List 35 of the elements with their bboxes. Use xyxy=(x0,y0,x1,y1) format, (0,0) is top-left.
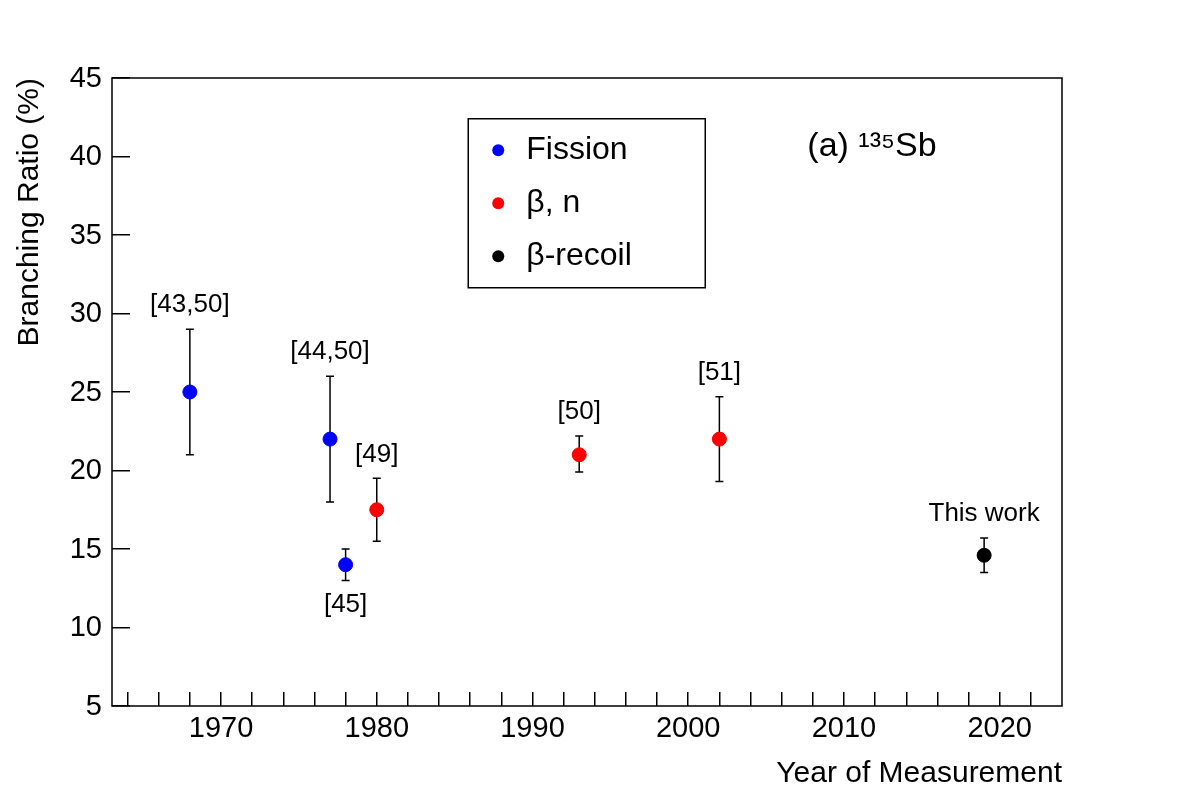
legend-label: β, n xyxy=(526,183,581,220)
y-tick-label: 10 xyxy=(69,610,102,642)
y-tick-label: 30 xyxy=(69,296,102,328)
y-tick-label: 15 xyxy=(69,531,102,564)
point xyxy=(322,431,338,447)
x-tick-label: 1970 xyxy=(188,710,254,743)
point xyxy=(369,502,385,518)
annotation: [51] xyxy=(697,355,742,386)
annotation: (a) ¹³⁵Sb xyxy=(807,125,937,164)
y-tick-label: 25 xyxy=(69,374,102,407)
legend-label: β-recoil xyxy=(526,236,632,273)
legend-label: Fission xyxy=(526,130,628,167)
x-tick-label: 2000 xyxy=(655,710,721,743)
point xyxy=(182,384,198,400)
x-tick-label: 2010 xyxy=(811,710,877,743)
annotation: [43,50] xyxy=(150,288,230,319)
annotation: This work xyxy=(928,497,1041,528)
annotation: [49] xyxy=(355,437,399,468)
point xyxy=(976,547,992,563)
y-axis-title: Branching Ratio (%) xyxy=(11,78,45,347)
point xyxy=(711,431,727,447)
y-tick-label: 45 xyxy=(69,60,102,93)
point xyxy=(338,557,354,573)
y-tick-label: 20 xyxy=(69,453,102,485)
y-tick-label: 5 xyxy=(85,688,102,721)
annotation: [45] xyxy=(323,587,368,618)
annotation: [44,50] xyxy=(290,335,370,366)
x-tick-label: 1980 xyxy=(344,710,410,743)
annotation: [50] xyxy=(557,395,601,426)
x-tick-label: 2020 xyxy=(967,710,1032,743)
point xyxy=(571,447,587,463)
y-tick-label: 35 xyxy=(69,217,102,250)
x-tick-label: 1990 xyxy=(500,710,565,743)
y-tick-label: 40 xyxy=(69,139,102,171)
x-axis-title: Year of Measurement xyxy=(776,755,1063,789)
